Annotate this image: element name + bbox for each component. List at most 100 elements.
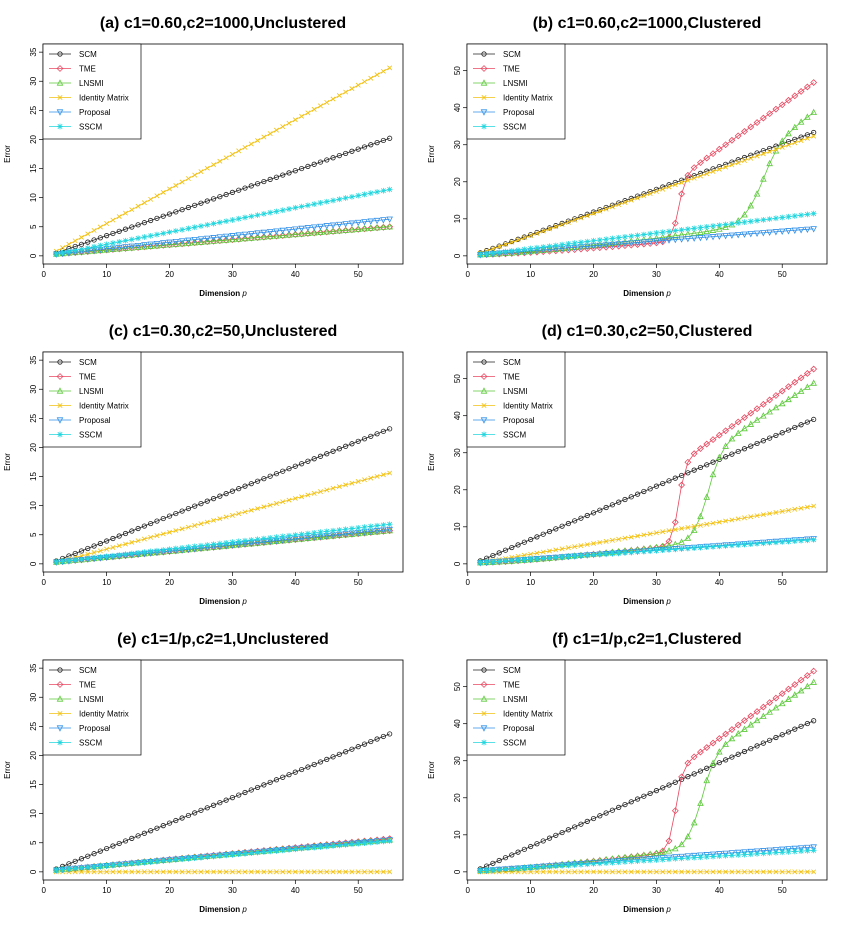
data-point [810, 365, 818, 373]
data-point [792, 726, 798, 732]
data-point [697, 854, 704, 861]
data-point [490, 250, 496, 257]
data-point [154, 231, 160, 238]
data-point [641, 869, 647, 875]
data-point [728, 726, 736, 733]
data-point [216, 234, 224, 241]
series-line-scm [480, 419, 814, 562]
series-sscm [477, 536, 817, 566]
data-point [154, 533, 160, 539]
data-point [759, 114, 767, 122]
data-point [211, 162, 217, 168]
legend-marker [480, 373, 488, 380]
data-point [229, 851, 236, 858]
data-point [597, 539, 603, 545]
data-point [684, 458, 692, 466]
legend-item-sscm: SSCM [49, 739, 102, 748]
data-point [803, 370, 811, 377]
data-point [715, 145, 723, 153]
legend-marker [481, 431, 487, 438]
data-point [204, 854, 211, 860]
data-point [317, 759, 324, 765]
data-point [773, 510, 779, 515]
x-tick-label: 50 [354, 886, 363, 895]
data-point [154, 825, 160, 831]
y-tick-label: 40 [453, 719, 462, 728]
data-point [368, 738, 374, 745]
data-point [191, 239, 199, 247]
data-point [185, 237, 192, 244]
data-point [716, 222, 723, 229]
data-point [128, 860, 135, 867]
data-point [634, 491, 641, 497]
data-point [298, 531, 305, 538]
data-point [299, 869, 305, 875]
data-point [772, 105, 780, 113]
y-tick-label: 35 [29, 355, 38, 364]
legend-box [42, 659, 142, 756]
data-point [355, 82, 361, 88]
data-point [703, 493, 711, 500]
data-point [778, 690, 786, 698]
data-point [349, 441, 355, 447]
data-point [148, 520, 154, 527]
data-point [198, 200, 204, 206]
data-point [236, 486, 242, 492]
data-point [147, 232, 154, 239]
data-point [760, 712, 767, 719]
data-point [292, 769, 298, 775]
data-point [242, 185, 248, 191]
legend-marker [480, 417, 488, 424]
data-point [521, 846, 527, 852]
data-point [210, 237, 217, 245]
x-tick-label: 50 [354, 578, 363, 587]
data-point [578, 213, 584, 220]
data-point [348, 220, 356, 227]
data-point [741, 414, 748, 421]
data-point [502, 558, 509, 564]
data-point [597, 208, 603, 214]
data-point [361, 191, 368, 198]
data-point [115, 244, 123, 252]
x-tick-label: 0 [466, 886, 471, 895]
data-point [653, 188, 659, 194]
data-point [103, 241, 110, 248]
data-point [91, 869, 97, 875]
data-point [141, 243, 148, 250]
data-point [79, 234, 84, 240]
data-point [198, 542, 204, 549]
data-point [380, 187, 387, 194]
data-point [527, 864, 534, 871]
data-point [697, 748, 704, 756]
data-point [502, 547, 509, 553]
data-point [716, 851, 723, 858]
data-point [362, 869, 367, 875]
data-point [672, 869, 678, 875]
legend-marker [481, 667, 487, 673]
data-point [653, 849, 660, 856]
legend-marker [481, 711, 487, 716]
legend-marker [481, 51, 487, 57]
y-tick-label: 30 [453, 448, 462, 457]
data-point [672, 855, 679, 862]
data-point [691, 854, 698, 861]
data-point [690, 526, 698, 533]
data-point [273, 228, 280, 235]
data-point [729, 159, 735, 165]
data-point [490, 860, 496, 866]
data-point [490, 246, 496, 252]
data-point [760, 148, 766, 154]
legend-marker [480, 681, 488, 688]
data-point [191, 543, 198, 550]
data-point [804, 383, 811, 390]
data-point [135, 549, 141, 556]
legend-label: TME [503, 373, 520, 382]
data-point [361, 219, 368, 226]
y-tick-label: 40 [453, 103, 462, 112]
data-point [810, 226, 817, 233]
data-point [141, 859, 148, 866]
data-point [59, 866, 66, 873]
data-point [242, 144, 248, 150]
data-point [785, 685, 792, 693]
